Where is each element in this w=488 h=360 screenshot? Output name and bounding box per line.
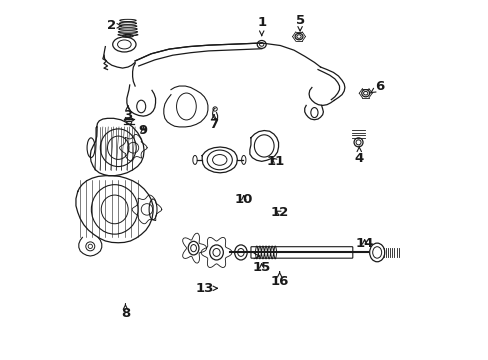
Text: 2: 2 xyxy=(106,19,122,32)
Text: 5: 5 xyxy=(295,14,304,31)
Text: 10: 10 xyxy=(234,193,252,206)
Text: 9: 9 xyxy=(139,124,148,137)
Text: 8: 8 xyxy=(121,304,130,320)
Text: 16: 16 xyxy=(270,272,288,288)
Text: 11: 11 xyxy=(266,155,285,168)
Text: 12: 12 xyxy=(270,207,288,220)
Text: 3: 3 xyxy=(123,106,132,122)
Text: 4: 4 xyxy=(354,147,363,165)
Text: 15: 15 xyxy=(252,261,270,274)
Text: 7: 7 xyxy=(209,115,218,131)
Text: 6: 6 xyxy=(369,80,384,93)
Text: 13: 13 xyxy=(195,282,217,295)
Text: 14: 14 xyxy=(355,237,373,250)
Text: 1: 1 xyxy=(257,17,266,36)
